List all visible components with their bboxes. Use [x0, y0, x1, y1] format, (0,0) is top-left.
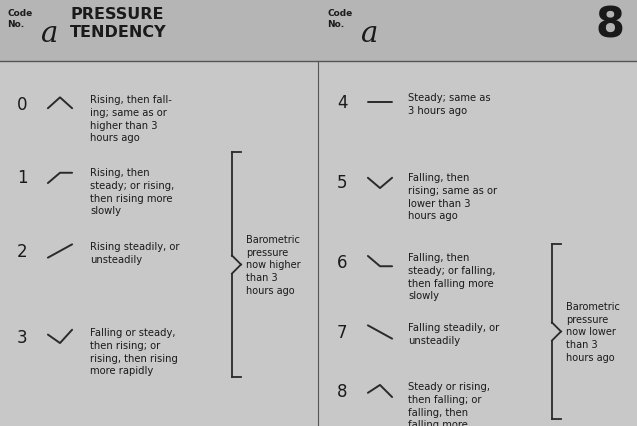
Text: Barometric
pressure
now higher
than 3
hours ago: Barometric pressure now higher than 3 ho… — [246, 234, 301, 295]
Text: Rising steadily, or
unsteadily: Rising steadily, or unsteadily — [90, 242, 180, 264]
Text: Code
No.: Code No. — [7, 9, 32, 29]
Text: Rising, then
steady; or rising,
then rising more
slowly: Rising, then steady; or rising, then ris… — [90, 167, 175, 216]
Bar — [0, 0, 637, 62]
Text: Steady or rising,
then falling; or
falling, then
falling more
rapidly: Steady or rising, then falling; or falli… — [408, 381, 490, 426]
Text: PRESSURE
TENDENCY: PRESSURE TENDENCY — [70, 7, 167, 40]
Text: a: a — [360, 20, 377, 48]
Text: 6: 6 — [337, 253, 347, 271]
Text: 5: 5 — [337, 173, 347, 192]
Text: Falling, then
steady; or falling,
then falling more
slowly: Falling, then steady; or falling, then f… — [408, 253, 496, 301]
Text: 4: 4 — [337, 94, 347, 112]
Text: 8: 8 — [337, 382, 347, 400]
Text: Rising, then fall-
ing; same as or
higher than 3
hours ago: Rising, then fall- ing; same as or highe… — [90, 95, 172, 143]
Text: 3: 3 — [17, 328, 27, 346]
Text: 8: 8 — [596, 4, 625, 46]
Text: 1: 1 — [17, 169, 27, 187]
Text: a: a — [40, 20, 57, 48]
Text: 2: 2 — [17, 242, 27, 260]
Text: Falling steadily, or
unsteadily: Falling steadily, or unsteadily — [408, 322, 499, 345]
Text: Falling, then
rising; same as or
lower than 3
hours ago: Falling, then rising; same as or lower t… — [408, 173, 497, 221]
Text: Steady; same as
3 hours ago: Steady; same as 3 hours ago — [408, 93, 490, 115]
Text: Falling or steady,
then rising; or
rising, then rising
more rapidly: Falling or steady, then rising; or risin… — [90, 327, 178, 375]
Text: 0: 0 — [17, 96, 27, 114]
Text: 7: 7 — [337, 323, 347, 341]
Text: Code
No.: Code No. — [327, 9, 352, 29]
Text: Barometric
pressure
now lower
than 3
hours ago: Barometric pressure now lower than 3 hou… — [566, 301, 620, 362]
